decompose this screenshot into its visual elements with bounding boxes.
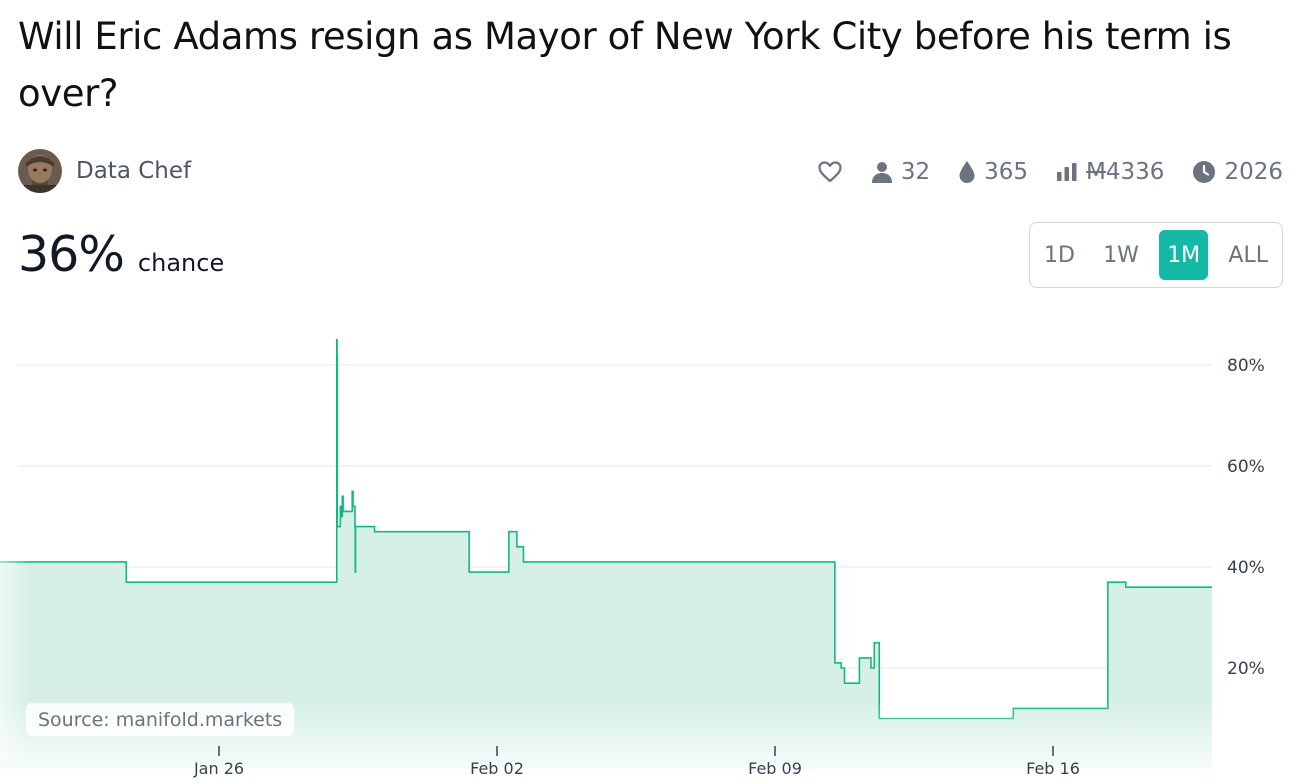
liquidity-amount: 365 [984,159,1029,185]
volume-stat: M 4336 [1056,159,1164,185]
probability-label: chance [137,249,225,277]
x-tick-label: Feb 02 [470,759,524,778]
source-badge: Source: manifold.markets [26,703,295,736]
x-tick-label: Feb 09 [748,759,802,778]
bar-chart-icon [1056,162,1078,182]
y-tick-label: 40% [1227,558,1265,578]
like-button[interactable] [817,160,843,184]
range-1m-button[interactable]: 1M [1159,230,1209,280]
traders-stat: 32 [871,159,930,185]
time-range-selector: 1D 1W 1M ALL [1029,222,1283,288]
probability-line[interactable] [0,338,1212,720]
creator-avatar[interactable] [18,149,62,193]
traders-count: 32 [900,159,931,185]
close-date-stat[interactable]: 2026 [1192,159,1283,185]
range-1d-button[interactable]: 1D [1044,242,1075,268]
y-tick-label: 60% [1227,457,1265,477]
user-icon [871,160,893,184]
creator-name[interactable]: Data Chef [76,158,192,184]
droplet-icon [958,160,976,184]
probability-display: 36% chance [18,226,224,283]
range-all-button[interactable]: ALL [1228,242,1268,268]
close-year[interactable]: 2026 [1224,159,1283,185]
market-title: Will Eric Adams resign as Mayor of New Y… [18,15,1232,115]
mana-currency-symbol: M [1086,159,1106,185]
probability-area [0,339,1212,769]
y-tick-label: 80% [1227,356,1265,376]
volume-amount: 4336 [1105,159,1165,185]
x-tick-label: Feb 16 [1026,759,1080,778]
x-tick-label: Jan 26 [193,759,244,778]
probability-value: 36% [18,226,125,283]
creator[interactable]: Data Chef [18,149,191,193]
chart-left-fade [0,560,30,760]
liquidity-stat: 365 [958,159,1028,185]
market-stats: 32 365 M 4336 [817,150,1283,194]
y-tick-label: 20% [1227,659,1265,679]
clock-icon [1192,160,1216,184]
range-1w-button[interactable]: 1W [1103,242,1139,268]
heart-icon[interactable] [817,160,843,184]
